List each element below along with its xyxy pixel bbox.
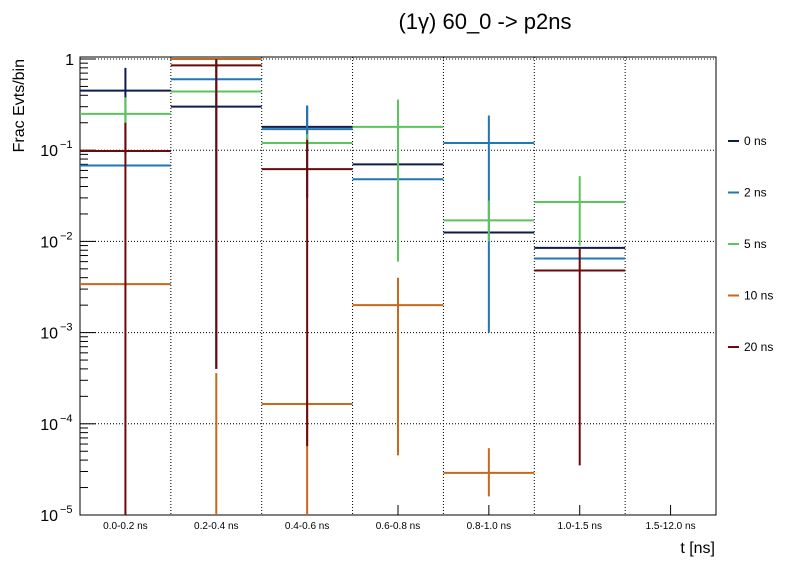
chart-title: (1γ) 60_0 -> p2ns [398,9,571,34]
x-tick-label: 0.6-0.8 ns [376,521,420,532]
x-tick-label: 0.0-0.2 ns [103,521,147,532]
legend-label: 5 ns [744,237,767,251]
y-axis-title: Frac Evts/bin [11,59,28,152]
y-axis-ticks: 110−110−210−310−410−5 [40,52,96,525]
y-tick-label: 1 [65,52,74,69]
legend-label: 10 ns [744,289,773,303]
y-tick-label: 10 [40,508,58,525]
legend: 0 ns 2 ns 5 ns 10 ns 20 ns [728,134,773,354]
y-tick-exponent: −3 [60,322,73,334]
legend-label: 0 ns [744,134,767,148]
y-tick-exponent: −2 [60,230,73,242]
y-tick-exponent: −5 [60,504,73,516]
x-tick-label: 0.4-0.6 ns [285,521,329,532]
x-tick-label: 0.8-1.0 ns [467,521,511,532]
y-tick-exponent: −4 [60,413,73,425]
legend-label: 2 ns [744,186,767,200]
x-axis-title: t [ns] [680,540,715,557]
y-tick-label: 10 [40,417,58,434]
data-marks [80,58,626,515]
y-tick-label: 10 [40,143,58,160]
legend-label: 20 ns [744,340,773,354]
y-tick-label: 10 [40,326,58,343]
y-tick-label: 10 [40,234,58,251]
y-tick-exponent: −1 [60,139,73,151]
x-tick-label: 0.2-0.4 ns [194,521,238,532]
x-tick-label: 1.0-1.5 ns [557,521,601,532]
x-tick-label: 1.5-12.0 ns [646,521,696,532]
